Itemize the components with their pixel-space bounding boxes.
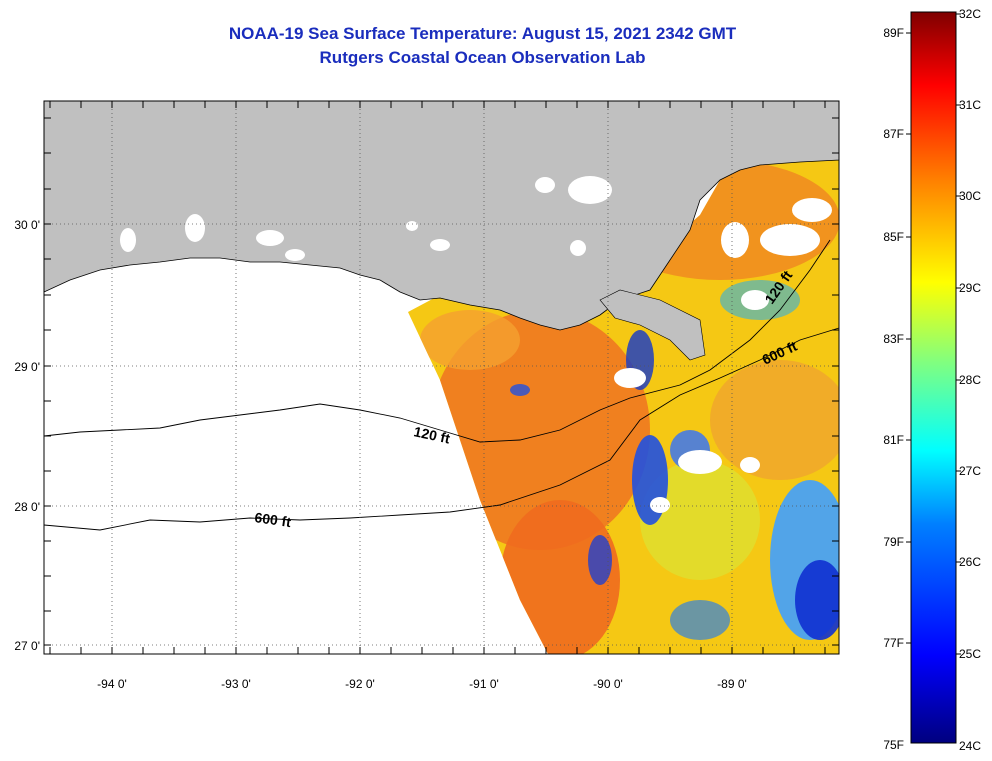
colorbar-c-label: 26C	[959, 555, 981, 569]
contour-label: 120 ft	[412, 423, 451, 446]
colorbar-c-label: 27C	[959, 464, 981, 478]
lake-blob	[256, 230, 284, 246]
contour-600ft	[43, 327, 840, 531]
colorbar-c-label: 24C	[959, 739, 981, 753]
lake-blob	[406, 221, 418, 231]
lat-label: 30 0'	[14, 218, 40, 232]
colorbar-f-label: 83F	[883, 332, 904, 346]
lon-label: -93 0'	[221, 677, 251, 691]
colorbar-f-label: 89F	[883, 26, 904, 40]
colorbar-f-label: 79F	[883, 535, 904, 549]
colorbar-f-label: 75F	[883, 738, 904, 752]
colorbar-c-label: 29C	[959, 281, 981, 295]
lon-label: -91 0'	[469, 677, 499, 691]
map-subtitle: Rutgers Coastal Ocean Observation Lab	[319, 48, 646, 67]
plot-frame	[43, 100, 840, 655]
lake-blob	[568, 176, 612, 204]
colorbar-ticks	[906, 13, 961, 655]
lat-label: 29 0'	[14, 360, 40, 374]
contour-120ft	[43, 239, 831, 443]
colorbar-c-label: 28C	[959, 373, 981, 387]
lake-blob	[570, 240, 586, 256]
lake-blob	[285, 249, 305, 261]
contour-label: 600 ft	[254, 509, 293, 530]
lake-blob	[430, 239, 450, 251]
lon-label: -92 0'	[345, 677, 375, 691]
colorbar-c-label: 31C	[959, 98, 981, 112]
grid-lines	[44, 101, 839, 654]
map-title: NOAA-19 Sea Surface Temperature: August …	[228, 24, 737, 43]
colorbar-c-label: 25C	[959, 647, 981, 661]
delta-land	[599, 289, 706, 361]
bathymetry-contours	[43, 239, 840, 531]
lon-label: -89 0'	[717, 677, 747, 691]
colorbar-f-label: 77F	[883, 636, 904, 650]
lake-blob	[535, 177, 555, 193]
lon-label: -94 0'	[97, 677, 127, 691]
colorbar-f-label: 85F	[883, 230, 904, 244]
colorbar-c-label: 30C	[959, 189, 981, 203]
land-mass	[43, 100, 840, 331]
axis-ticks	[44, 101, 839, 654]
colorbar-f-label: 81F	[883, 433, 904, 447]
colorbar-f-label: 87F	[883, 127, 904, 141]
colorbar	[910, 11, 957, 744]
lat-label: 28 0'	[14, 500, 40, 514]
lat-label: 27 0'	[14, 639, 40, 653]
lon-label: -90 0'	[593, 677, 623, 691]
lake-blob	[120, 228, 136, 252]
lake-blob	[185, 214, 205, 242]
colorbar-c-label: 32C	[959, 7, 981, 21]
